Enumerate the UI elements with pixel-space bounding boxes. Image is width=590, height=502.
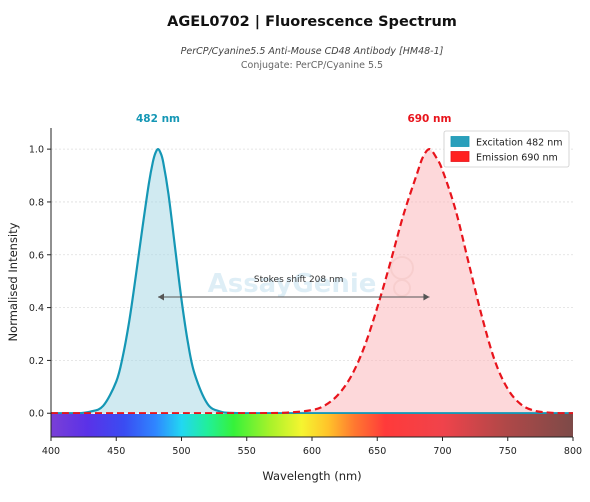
series-fill-0 [51, 149, 573, 414]
y-tick-label: 0.2 [29, 356, 44, 367]
x-axis-label: Wavelength (nm) [262, 469, 361, 483]
y-ticks: 0.0 0.2 0.4 0.6 0.8 1.0 [29, 145, 51, 420]
y-axis-label: Normalised Intensity [6, 222, 20, 341]
x-tick-label: 700 [433, 446, 451, 457]
chart-conjugate: Conjugate: PerCP/Cyanine 5.5 [241, 60, 383, 71]
svg-text:AssayGenie: AssayGenie [208, 269, 377, 299]
y-tick-label: 1.0 [29, 145, 44, 156]
x-tick-label: 650 [368, 446, 386, 457]
x-tick-label: 800 [564, 446, 582, 457]
x-tick-label: 750 [499, 446, 517, 457]
x-ticks: 400 450 500 550 600 650 700 750 800 [42, 437, 582, 457]
legend-label-0: Excitation 482 nm [476, 138, 563, 149]
x-tick-label: 600 [303, 446, 321, 457]
stokes-shift-annotation: Stokes shift 208 nm [158, 275, 430, 301]
legend-swatch-1 [450, 151, 470, 162]
peak-label-1: 690 nm [407, 113, 451, 125]
series-line-1 [50, 148, 573, 415]
y-tick-label: 0.6 [29, 250, 44, 261]
legend-swatch-0 [450, 136, 470, 147]
series-group [50, 148, 573, 415]
arrow-head-right [423, 293, 430, 301]
chart-subtitle: PerCP/Cyanine5.5 Anti-Mouse CD48 Antibod… [181, 46, 444, 57]
y-tick-label: 0.8 [29, 197, 44, 208]
spectrum-bar [51, 414, 573, 437]
x-tick-label: 500 [172, 446, 190, 457]
x-tick-label: 450 [107, 446, 125, 457]
y-tick-label: 0.0 [29, 409, 44, 420]
x-tick-label: 400 [42, 446, 60, 457]
chart-title: AGEL0702 | Fluorescence Spectrum [167, 14, 457, 30]
stokes-shift-label: Stokes shift 208 nm [254, 275, 344, 285]
y-tick-label: 0.4 [29, 303, 44, 314]
arrow-head-left [158, 293, 165, 301]
legend-label-1: Emission 690 nm [476, 153, 558, 164]
x-tick-label: 550 [238, 446, 256, 457]
series-fill-1 [51, 149, 573, 414]
legend-box [443, 130, 570, 168]
legend: Excitation 482 nm Emission 690 nm [443, 130, 570, 168]
peak-label-0: 482 nm [136, 113, 180, 125]
peak-labels: 482 nm 690 nm [136, 113, 451, 125]
